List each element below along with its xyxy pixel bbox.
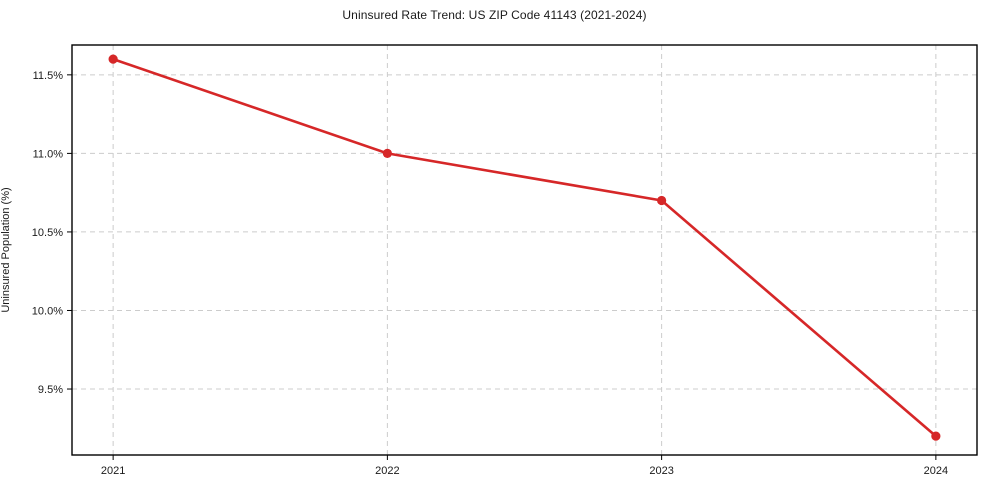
data-point-marker — [931, 431, 941, 441]
data-point-marker — [657, 195, 667, 206]
x-tick-label: 2022 — [375, 465, 399, 477]
data-point-marker — [108, 54, 118, 64]
x-tick-label: 2024 — [924, 465, 948, 477]
plot-border — [71, 44, 978, 456]
y-tick-label: 11.5% — [33, 70, 64, 82]
data-point-marker — [382, 148, 392, 158]
y-tick-label: 11.0% — [33, 148, 64, 160]
series-line — [111, 57, 938, 438]
x-tick-label: 2021 — [101, 465, 125, 477]
y-tick-label: 10.0% — [32, 305, 63, 317]
y-tick-label: 10.5% — [32, 227, 63, 239]
chart-title: Uninsured Rate Trend: US ZIP Code 41143 … — [342, 8, 647, 22]
x-tick-label: 2023 — [649, 465, 673, 477]
y-tick-label: 9.5% — [38, 384, 63, 396]
